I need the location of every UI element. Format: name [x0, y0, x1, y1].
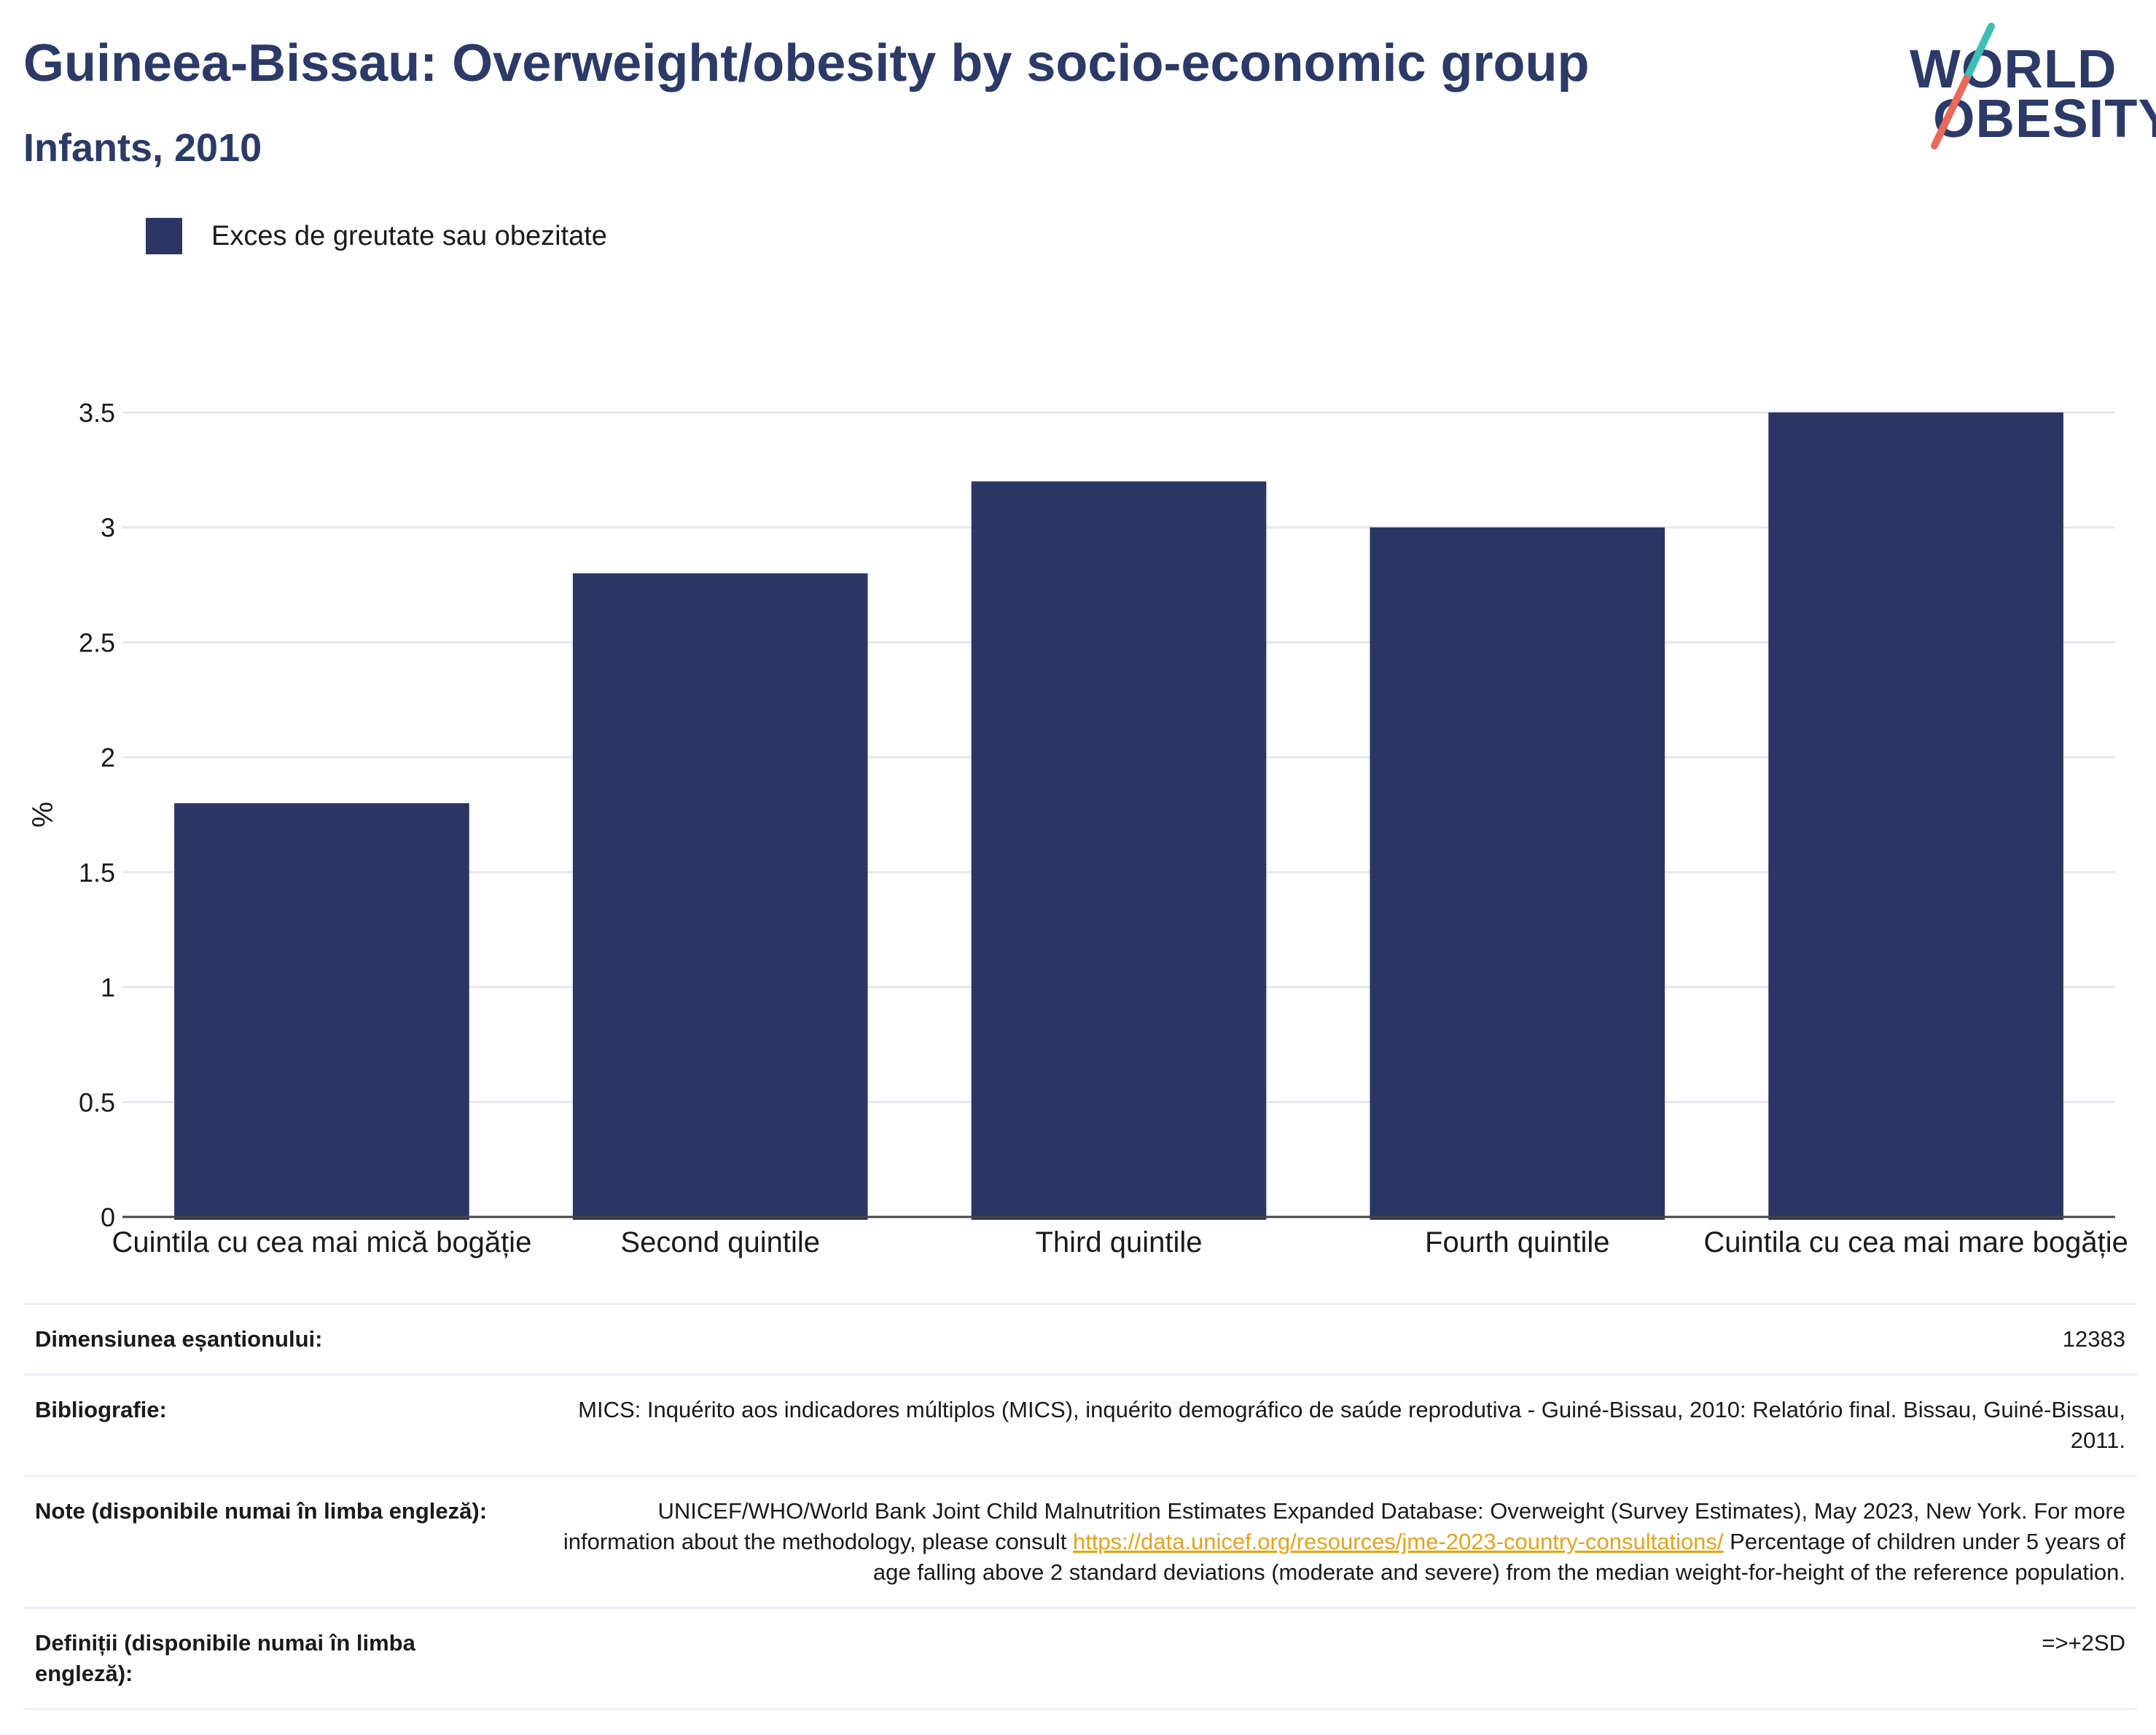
y-tick-label: 2: [101, 743, 115, 772]
footer-value: MICS: Inquérito aos indicadores múltiplo…: [578, 1397, 2125, 1453]
bar: [1370, 527, 1665, 1220]
bar-chart: 0 0.5 1 1.5 2 2.5 3 3.5% Cuintila cu cea mai mic…: [27, 398, 2128, 1258]
world-obesity-logo: WORLD OBESITY: [1895, 20, 2156, 159]
page-subtitle: Infants, 2010: [23, 126, 262, 170]
y-tick-label: 3.5: [79, 398, 115, 428]
y-tick-label: 1.5: [79, 858, 115, 888]
y-tick-label: 3: [101, 513, 115, 543]
x-tick-label: Cuintila cu cea mai mare bogăție: [1703, 1226, 2128, 1258]
bar: [572, 573, 868, 1220]
page-title: Guineea-Bissau: Overweight/obesity by so…: [23, 34, 1590, 93]
footer-label: Note (disponibile numai în limba engleză…: [35, 1498, 488, 1524]
notes-text-before: UNICEF/WHO/World Bank Joint Child Malnut…: [563, 1498, 2125, 1554]
legend-label: Exces de greutate sau obezitate: [211, 220, 607, 251]
footer-value: 12383: [2062, 1326, 2125, 1352]
bar: [174, 803, 469, 1220]
chart-footer: Dimensiunea eșantionului: 12383 Bibliogr…: [23, 1303, 2137, 1710]
x-tick-label: Second quintile: [620, 1226, 820, 1258]
y-tick-label: 1: [101, 973, 115, 1003]
footer-label: Bibliografie:: [35, 1397, 167, 1422]
chart-legend: Exces de greutate sau obezitate: [146, 216, 607, 256]
x-tick-label: Cuintila cu cea mai mică bogăție: [112, 1226, 531, 1258]
footer-label: Dimensiunea eșantionului:: [35, 1326, 323, 1352]
footer-row-sample-size: Dimensiunea eșantionului: 12383: [23, 1303, 2137, 1374]
logo-slash-icon: [1931, 23, 1995, 149]
footer-row-definitions: Definiții (disponibile numai în limba en…: [23, 1607, 2137, 1710]
bar: [1768, 412, 2063, 1220]
y-axis-label: %: [27, 802, 59, 828]
logo-line-2: OBESITY: [1933, 88, 2156, 149]
notes-link[interactable]: https://data.unicef.org/resources/jme-20…: [1072, 1529, 1724, 1554]
y-tick-label: 2.5: [79, 627, 115, 657]
x-tick-label: Third quintile: [1035, 1226, 1202, 1258]
legend-swatch: [146, 218, 182, 254]
footer-row-bibliography: Bibliografie: MICS: Inquérito aos indica…: [23, 1374, 2137, 1475]
y-tick-label: 0: [101, 1202, 115, 1232]
footer-value: =>+2SD: [2042, 1630, 2125, 1656]
logo-line-1: WORLD: [1910, 39, 2117, 99]
bar: [971, 481, 1267, 1220]
footer-value: UNICEF/WHO/World Bank Joint Child Malnut…: [501, 1496, 2125, 1588]
y-tick-label: 0.5: [79, 1087, 115, 1117]
notes-text-after: Percentage of children under 5 years of …: [872, 1529, 2125, 1585]
footer-label: Definiții (disponibile numai în limba en…: [35, 1630, 415, 1686]
footer-row-notes: Note (disponibile numai în limba engleză…: [23, 1475, 2137, 1607]
x-tick-label: Fourth quintile: [1425, 1226, 1609, 1258]
